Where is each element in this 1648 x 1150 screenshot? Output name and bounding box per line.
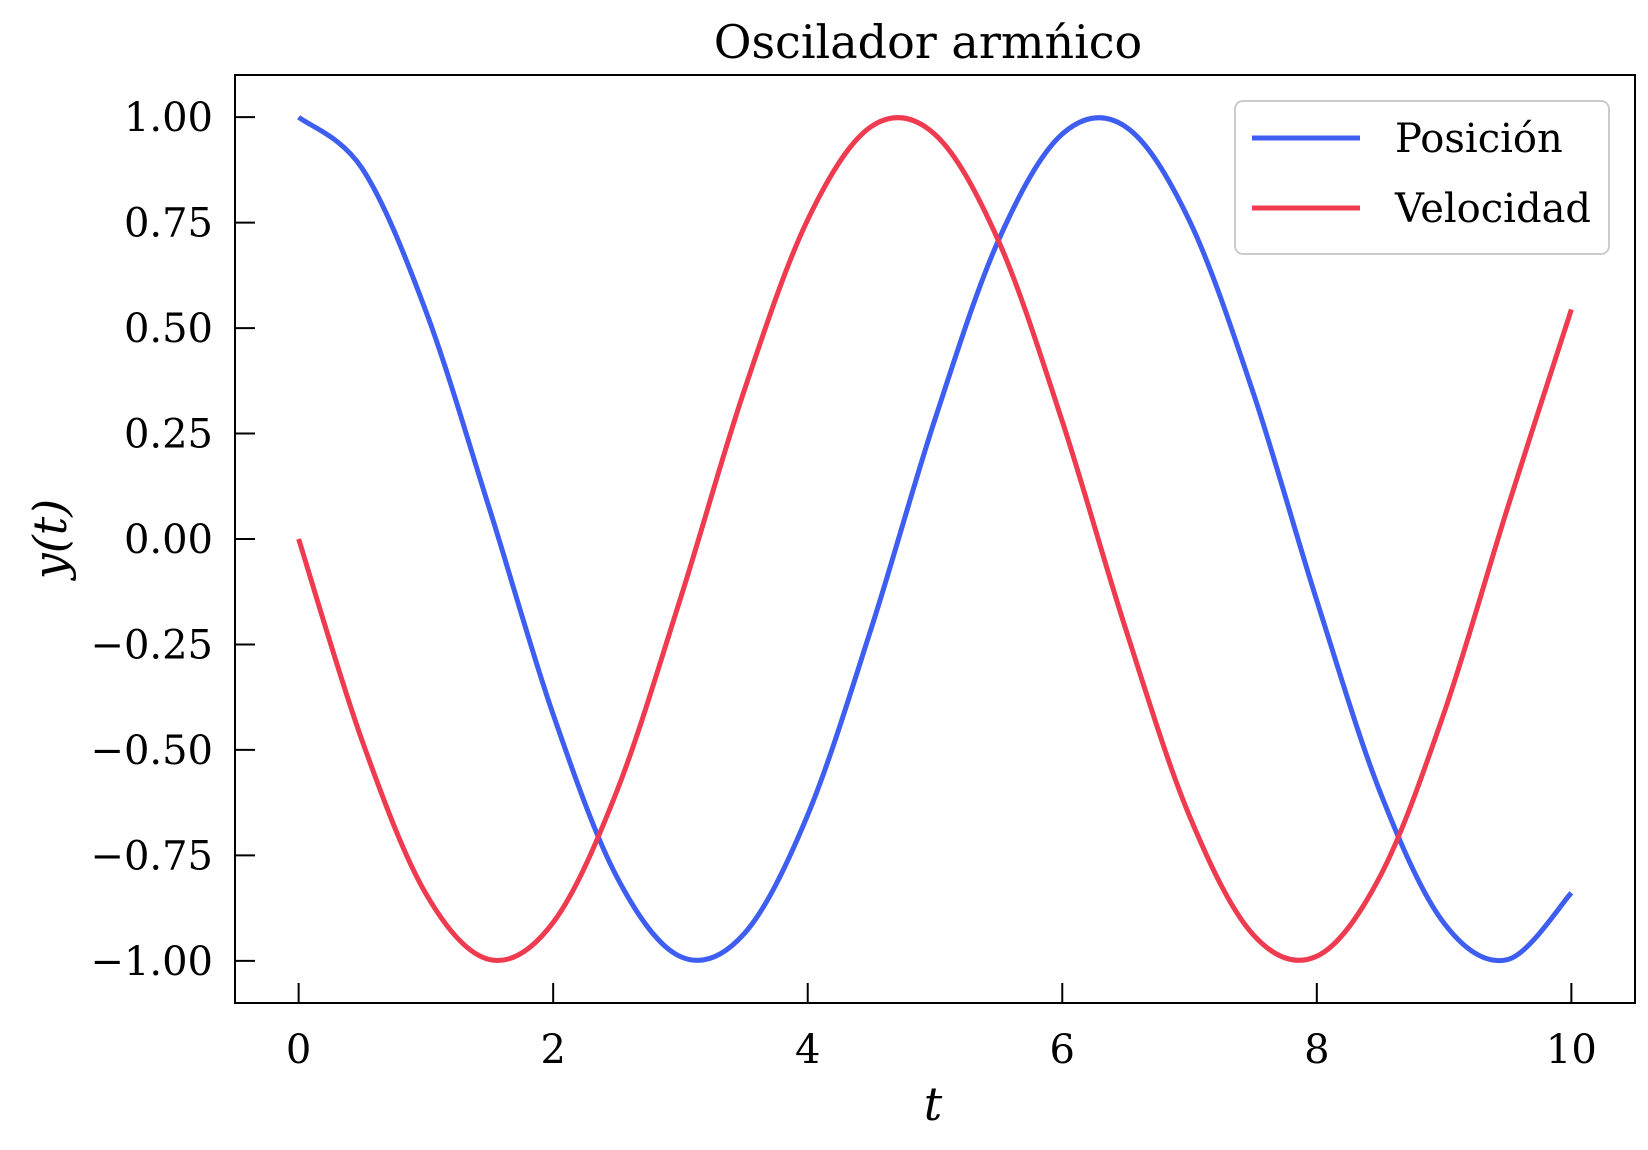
y-tick-label: 0.25 bbox=[124, 412, 213, 458]
legend-label-velocidad: Velocidad bbox=[1394, 186, 1591, 232]
plot-frame bbox=[234, 74, 1636, 1004]
x-tick-label: 0 bbox=[286, 1027, 311, 1073]
y-tick-label: 0.50 bbox=[124, 306, 213, 352]
x-tick-label: 10 bbox=[1546, 1027, 1597, 1073]
y-axis-label: y(t) bbox=[23, 499, 77, 581]
x-tick-label: 2 bbox=[540, 1027, 565, 1073]
y-tick-label: −0.50 bbox=[90, 728, 213, 774]
x-tick-label: 8 bbox=[1304, 1027, 1329, 1073]
legend: Posición Velocidad bbox=[1234, 100, 1610, 255]
y-tick-label: −1.00 bbox=[90, 939, 213, 985]
ticks-layer: 0 2 4 6 8 10 1.00 0.75 0.50 0.25 0.00 −0.25 −0.50 −0.… bbox=[90, 95, 1596, 1073]
series-layer bbox=[296, 115, 1574, 964]
y-tick-label: −0.75 bbox=[90, 833, 213, 879]
legend-label-posicion: Posición bbox=[1395, 116, 1563, 162]
y-tick-label: 1.00 bbox=[124, 95, 213, 141]
y-tick-label: 0.75 bbox=[124, 201, 213, 247]
series-line-velocidad bbox=[296, 115, 1574, 963]
x-axis-label: t bbox=[924, 1077, 943, 1131]
y-tick-label: −0.25 bbox=[90, 622, 213, 668]
x-tick-label: 4 bbox=[795, 1027, 820, 1073]
y-tick-label: 0.00 bbox=[124, 517, 213, 563]
chart-title: Oscilador armńico bbox=[714, 15, 1143, 69]
series-line-posicion bbox=[297, 115, 1574, 964]
x-tick-label: 6 bbox=[1050, 1027, 1075, 1073]
